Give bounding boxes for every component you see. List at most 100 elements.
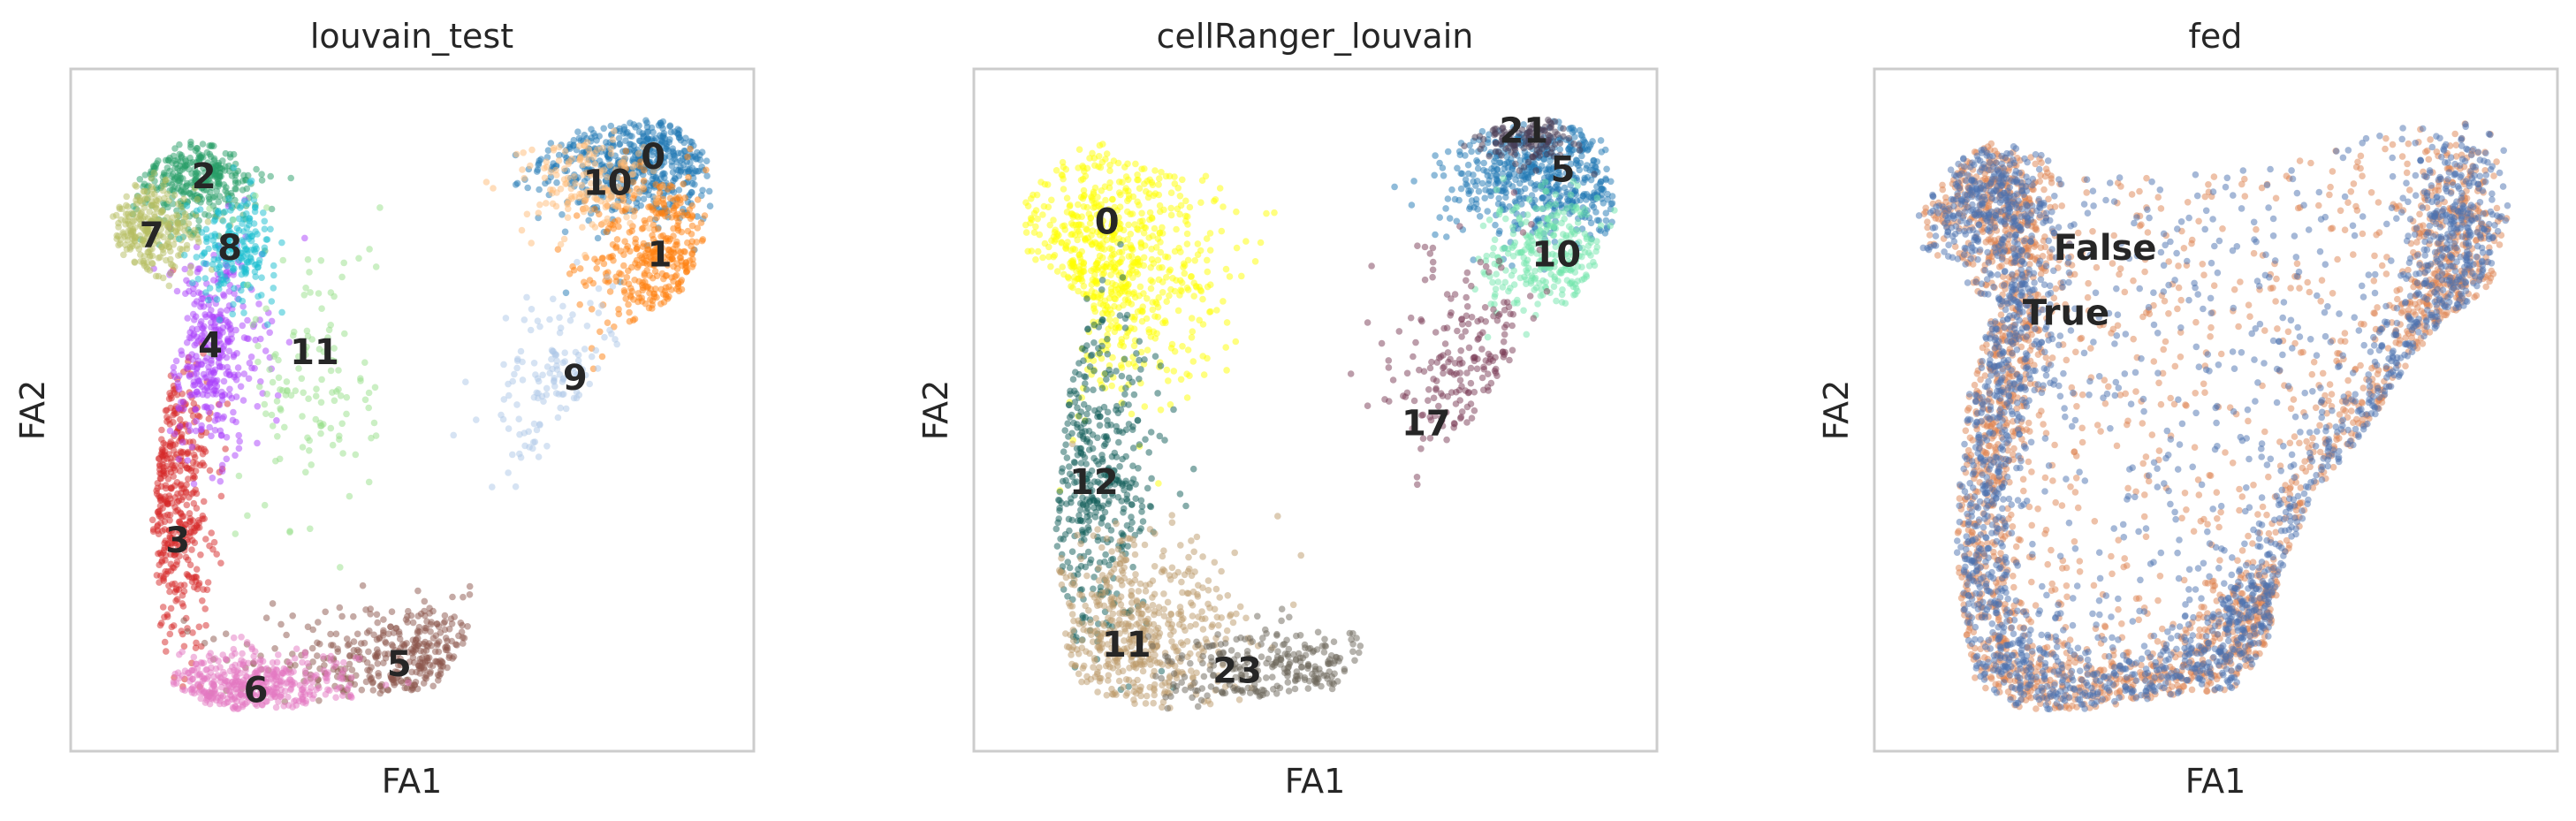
point [634, 263, 642, 271]
point [541, 174, 549, 182]
point [1157, 407, 1165, 414]
point [228, 394, 236, 402]
point [701, 212, 709, 219]
point [1098, 266, 1106, 273]
point [221, 208, 229, 216]
point [306, 269, 313, 276]
point [390, 629, 398, 636]
point [521, 442, 528, 450]
point [144, 194, 152, 201]
point [1079, 175, 1087, 183]
point [606, 326, 613, 334]
point [184, 464, 191, 472]
point [540, 398, 547, 406]
point [339, 666, 347, 674]
point [236, 660, 244, 668]
point [521, 174, 528, 182]
point [1154, 313, 1162, 321]
point [620, 251, 627, 259]
point [1532, 167, 1539, 174]
point [129, 217, 136, 225]
point [596, 210, 603, 218]
point [512, 483, 520, 490]
point [632, 161, 639, 169]
point [178, 151, 186, 159]
point [281, 423, 288, 431]
point [1210, 197, 1218, 205]
point [217, 559, 224, 566]
point [659, 210, 666, 217]
point [1457, 185, 1465, 193]
point [215, 198, 223, 206]
point [301, 649, 309, 656]
point [156, 502, 164, 510]
point [591, 224, 599, 231]
point [167, 404, 174, 412]
point [1183, 240, 1191, 247]
point [1134, 171, 1141, 179]
point [527, 162, 534, 170]
point [365, 478, 373, 486]
point [635, 122, 642, 129]
point [703, 157, 710, 164]
point [1122, 185, 1129, 192]
point [232, 196, 239, 204]
point [570, 173, 578, 180]
point [214, 672, 222, 680]
point [1440, 172, 1448, 179]
point [268, 411, 276, 419]
point [550, 295, 557, 303]
point [181, 687, 189, 694]
point [277, 693, 284, 700]
point [210, 155, 218, 163]
point [240, 309, 247, 316]
point [531, 438, 539, 445]
point [192, 313, 200, 321]
point [1189, 328, 1197, 336]
point [239, 186, 247, 194]
point [413, 668, 420, 676]
point [451, 613, 458, 620]
point [327, 657, 335, 665]
point [329, 389, 336, 396]
cluster-label: 7 [140, 215, 164, 255]
point [292, 655, 299, 662]
point [122, 210, 130, 217]
point [299, 686, 307, 693]
point [1120, 301, 1127, 309]
point [575, 134, 583, 142]
point [161, 451, 168, 459]
point [683, 268, 690, 276]
point [414, 635, 422, 642]
point [258, 171, 265, 178]
point [1022, 229, 1030, 236]
point [308, 678, 316, 686]
point [236, 204, 244, 211]
y-axis-label: FA2 [13, 380, 52, 441]
point [190, 378, 198, 385]
point [428, 642, 436, 650]
point [202, 180, 209, 188]
point [1204, 268, 1212, 276]
point [1136, 185, 1144, 192]
point [1232, 338, 1240, 346]
point [1128, 410, 1136, 418]
point [353, 630, 361, 638]
cluster-label: 5 [387, 644, 412, 685]
point [177, 509, 184, 516]
point [175, 385, 183, 393]
point [318, 376, 325, 384]
point [410, 648, 418, 656]
point [1063, 194, 1071, 201]
point [247, 353, 255, 361]
point [302, 672, 309, 679]
point [1588, 201, 1596, 209]
point [369, 687, 377, 694]
point [158, 557, 166, 565]
point [159, 186, 167, 194]
point [555, 151, 563, 159]
point [1167, 211, 1175, 219]
point [157, 572, 164, 580]
point [176, 528, 184, 536]
point [512, 181, 520, 188]
